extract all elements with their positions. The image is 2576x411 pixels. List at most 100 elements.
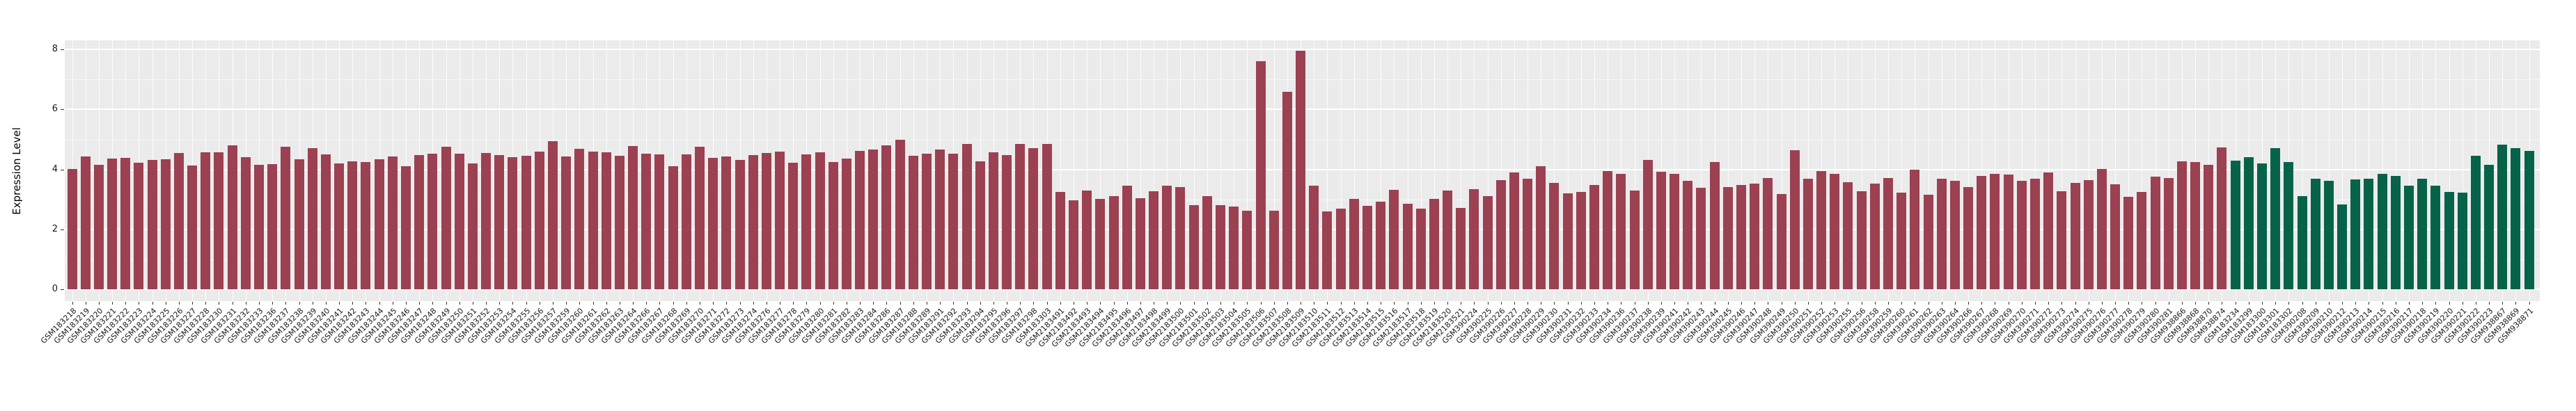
bar-GSM183252: [481, 153, 492, 289]
bar-GSM183264: [628, 145, 638, 289]
x-tick: [1554, 302, 1555, 305]
bar-GSM183221: [107, 159, 118, 289]
x-tick: [2101, 302, 2103, 305]
x-tick: [2502, 302, 2504, 305]
bar-GSM183282: [841, 159, 851, 289]
bar-GSM2183514: [1362, 206, 1372, 289]
gridline-vertical: [1514, 40, 1515, 301]
gridline-major: [65, 49, 2540, 51]
x-tick: [432, 302, 434, 305]
bar-GSM390247: [1750, 184, 1760, 289]
x-tick: [1207, 302, 1208, 305]
x-tick: [1273, 302, 1275, 305]
x-tick: [1701, 302, 1702, 305]
bar-GSM183253: [494, 154, 505, 289]
bar-GSM183286: [881, 145, 892, 289]
x-tick: [2021, 302, 2023, 305]
bar-GSM183223: [134, 163, 144, 289]
bar-GSM390263: [1936, 179, 1947, 289]
bar-GSM183283: [855, 150, 865, 289]
bar-GSM390232: [1576, 191, 1586, 289]
x-tick: [2435, 302, 2437, 305]
bar-GSM390233: [1589, 185, 1600, 289]
bar-GSM2183494: [1095, 198, 1106, 289]
bar-GSM183240: [320, 154, 331, 289]
x-tick: [2195, 302, 2197, 305]
bar-GSM2183496: [1122, 186, 1132, 289]
x-tick: [713, 302, 714, 305]
x-tick: [339, 302, 340, 305]
bar-GSM183295: [988, 152, 998, 289]
x-tick: [726, 302, 728, 305]
y-tick-label: 2: [52, 223, 58, 234]
x-tick: [2328, 302, 2330, 305]
bar-GSM183292: [948, 154, 959, 289]
gridline-vertical: [1968, 40, 1970, 301]
bar-GSM2183502: [1202, 196, 1212, 289]
gridline-vertical: [1567, 40, 1569, 301]
x-tick: [819, 302, 821, 305]
bar-GSM183299: [2243, 157, 2254, 289]
y-tick: [61, 109, 64, 111]
gridline-vertical: [1193, 40, 1195, 301]
bar-GSM2183521: [1456, 207, 1466, 289]
bar-GSM390220: [2444, 191, 2454, 289]
x-tick: [2355, 302, 2357, 305]
gridline-vertical: [1060, 40, 1061, 301]
x-tick: [1754, 302, 1756, 305]
gridline-vertical: [1701, 40, 1702, 301]
x-tick: [1674, 302, 1676, 305]
x-tick: [1447, 302, 1449, 305]
x-tick: [526, 302, 527, 305]
bar-GSM183267: [654, 154, 665, 289]
bar-GSM183245: [387, 156, 398, 289]
bar-GSM390225: [1482, 196, 1493, 289]
bar-GSM390268: [1990, 174, 2000, 289]
bar-GSM2183503: [1215, 205, 1225, 289]
x-tick: [272, 302, 274, 305]
x-tick: [2515, 302, 2517, 305]
bar-GSM183298: [1028, 147, 1039, 289]
bar-GSM183293: [961, 143, 972, 289]
bar-GSM390251: [1803, 179, 1813, 289]
gridline-vertical: [2328, 40, 2330, 301]
x-tick: [325, 302, 327, 305]
x-tick: [1394, 302, 1395, 305]
bar-GSM390228: [1523, 178, 1533, 289]
bar-GSM183273: [735, 159, 745, 289]
x-tick: [2422, 302, 2424, 305]
gridline-vertical: [1394, 40, 1395, 301]
x-tick: [1180, 302, 1181, 305]
bar-GSM390267: [1977, 176, 1987, 289]
gridline-vertical: [1594, 40, 1596, 301]
x-tick: [1887, 302, 1889, 305]
bar-GSM390264: [1949, 180, 1960, 289]
x-tick: [1353, 302, 1355, 305]
x-tick: [352, 302, 354, 305]
bar-GSM2183509: [1296, 51, 1306, 289]
bar-GSM183220: [93, 165, 104, 289]
bar-GSM183249: [441, 146, 451, 289]
bar-GSM938869: [2511, 148, 2521, 289]
bar-GSM183302: [2284, 162, 2294, 289]
bar-GSM183231: [227, 145, 237, 289]
x-tick: [379, 302, 380, 305]
bar-GSM183233: [254, 164, 265, 289]
gridline-vertical: [1207, 40, 1208, 301]
x-tick: [1434, 302, 1435, 305]
gridline-vertical: [2061, 40, 2063, 301]
bar-GSM390213: [2350, 179, 2361, 289]
bar-GSM390260: [1896, 193, 1907, 289]
gridline-vertical: [2021, 40, 2023, 301]
gridline-vertical: [1113, 40, 1115, 301]
bar-GSM183289: [922, 154, 932, 289]
x-tick: [1580, 302, 1582, 305]
bar-GSM390210: [2323, 180, 2334, 289]
x-tick: [112, 302, 113, 305]
plot-area: [65, 40, 2540, 301]
bar-GSM183262: [601, 152, 611, 289]
bar-GSM183277: [775, 151, 785, 289]
bar-GSM390271: [2029, 178, 2040, 289]
bar-GSM2183518: [1415, 208, 1426, 289]
